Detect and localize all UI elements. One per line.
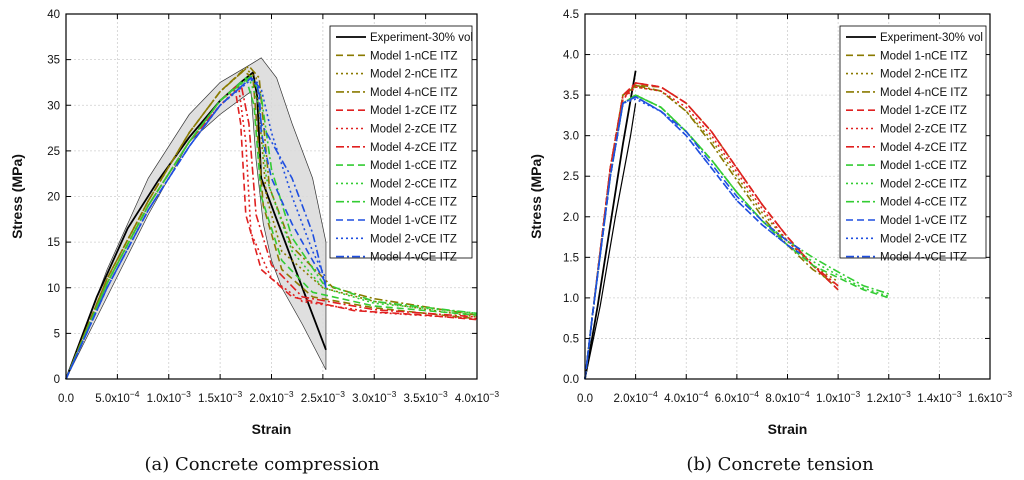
series-line (584, 86, 839, 380)
y-tick-label: 3.0 (563, 131, 579, 143)
x-tick-label: 4.0x10−4 (664, 389, 708, 405)
y-tick-label: 25 (47, 146, 60, 158)
y-tick-label: 20 (47, 192, 60, 204)
caption-compression: (a) Concrete compression (144, 454, 379, 475)
legend-entry: Model 4-nCE ITZ (880, 87, 968, 99)
legend-entry: Model 4-vCE ITZ (370, 252, 457, 264)
y-tick-label: 40 (47, 9, 60, 21)
x-tick-label: 2.5x10−3 (301, 389, 345, 405)
chart-compression: 0.0 5.0x10−4 1.0x10−3 1.5x10−3 2.0x10−3 2.5x1… (9, 9, 499, 437)
legend-entry: Model 4-zCE ITZ (880, 142, 967, 154)
series-line (65, 76, 327, 380)
legend-entry: Model 2-cCE ITZ (880, 178, 967, 190)
y-tick-label: 0.0 (563, 374, 579, 386)
series-line (584, 82, 839, 380)
x-tick-label: 3.5x10−3 (404, 389, 448, 405)
chart-tension: 0.0 2.0x10−4 4.0x10−4 6.0x10−4 8.0x10−4 1.0x1… (528, 9, 1012, 437)
x-tick-label: 1.5x10−3 (198, 389, 242, 405)
legend-entry: Model 1-nCE ITZ (880, 50, 968, 62)
x-tick-label: 1.4x10−3 (917, 389, 961, 405)
x-tick-label: 1.6x10−3 (968, 389, 1012, 405)
series-line (584, 70, 637, 380)
legend: Experiment-30% vol Model 1-nCE ITZ Model 2… (839, 25, 987, 264)
legend-entry: Model 1-nCE ITZ (370, 50, 458, 62)
x-tick-label: 1.2x10−3 (867, 389, 911, 405)
legend-entry: Model 4-nCE ITZ (370, 87, 458, 99)
y-tick-label: 0 (54, 374, 60, 386)
x-axis-label: Strain (252, 421, 292, 437)
y-axis-label: Stress (MPa) (9, 154, 25, 239)
legend-entry: Experiment-30% vol (880, 32, 983, 44)
y-tick-label: 1.5 (563, 252, 579, 264)
y-tick-label: 5 (54, 328, 60, 340)
legend-entry: Model 4-cCE ITZ (370, 197, 457, 209)
caption-tension: (b) Concrete tension (686, 454, 874, 475)
legend-entry: Model 2-nCE ITZ (880, 69, 968, 81)
x-tick-label: 5.0x10−4 (95, 389, 139, 405)
legend-entry: Model 2-vCE ITZ (370, 233, 457, 245)
series-line (65, 76, 478, 380)
legend-entry: Model 4-vCE ITZ (880, 252, 967, 264)
y-tick-label: 1.0 (563, 293, 579, 305)
legend-entry: Model 1-zCE ITZ (370, 105, 457, 117)
legend-entry: Model 1-zCE ITZ (880, 105, 967, 117)
series-line (65, 78, 327, 380)
y-tick-label: 2.0 (563, 212, 579, 224)
series-line (584, 84, 839, 380)
y-tick-label: 35 (47, 55, 60, 67)
series-line (584, 84, 839, 380)
legend-entry: Model 1-vCE ITZ (880, 215, 967, 227)
legend-entry: Model 2-zCE ITZ (370, 124, 457, 136)
x-tick-label: 1.0x10−3 (147, 389, 191, 405)
legend-entry: Model 1-cCE ITZ (880, 160, 967, 172)
x-tick-label: 4.0x10−3 (455, 389, 499, 405)
y-tick-label: 15 (47, 237, 60, 249)
series-line (584, 103, 637, 380)
y-tick-label: 3.5 (563, 90, 579, 102)
x-tick-label: 1.0x10−3 (816, 389, 860, 405)
legend-entry: Model 1-cCE ITZ (370, 160, 457, 172)
legend-entry: Model 2-nCE ITZ (370, 69, 458, 81)
y-tick-label: 30 (47, 100, 60, 112)
y-tick-label: 4.0 (563, 50, 579, 62)
series-line (584, 98, 801, 380)
y-tick-label: 10 (47, 283, 60, 295)
series-line (584, 82, 839, 380)
legend: Experiment-30% vol Model 1-nCE ITZ Model 2… (329, 25, 473, 264)
legend-entry: Experiment-30% vol (370, 32, 473, 44)
legend-entry: Model 2-zCE ITZ (880, 124, 967, 136)
x-tick-label: 2.0x10−3 (249, 389, 293, 405)
legend-box (839, 25, 987, 259)
y-tick-label: 2.5 (563, 171, 579, 183)
experiment-envelope (65, 57, 327, 380)
y-axis-label: Stress (MPa) (528, 154, 544, 239)
legend-entry: Model 2-vCE ITZ (880, 233, 967, 245)
y-tick-label: 4.5 (563, 9, 579, 21)
x-tick-label: 6.0x10−4 (715, 389, 759, 405)
x-tick-label: 3.0x10−3 (352, 389, 396, 405)
y-tick-label: 0.5 (563, 333, 579, 345)
x-tick-label: 0.0 (577, 393, 593, 405)
legend-entry: Model 2-cCE ITZ (370, 178, 457, 190)
x-axis-label: Strain (768, 421, 808, 437)
legend-entry: Model 4-cCE ITZ (880, 197, 967, 209)
series-line (65, 74, 478, 380)
x-tick-label: 2.0x10−4 (614, 389, 658, 405)
x-tick-label: 0.0 (58, 393, 74, 405)
x-tick-label: 8.0x10−4 (765, 389, 809, 405)
legend-entry: Model 1-vCE ITZ (370, 215, 457, 227)
legend-entry: Model 4-zCE ITZ (370, 142, 457, 154)
series-line (584, 95, 801, 380)
